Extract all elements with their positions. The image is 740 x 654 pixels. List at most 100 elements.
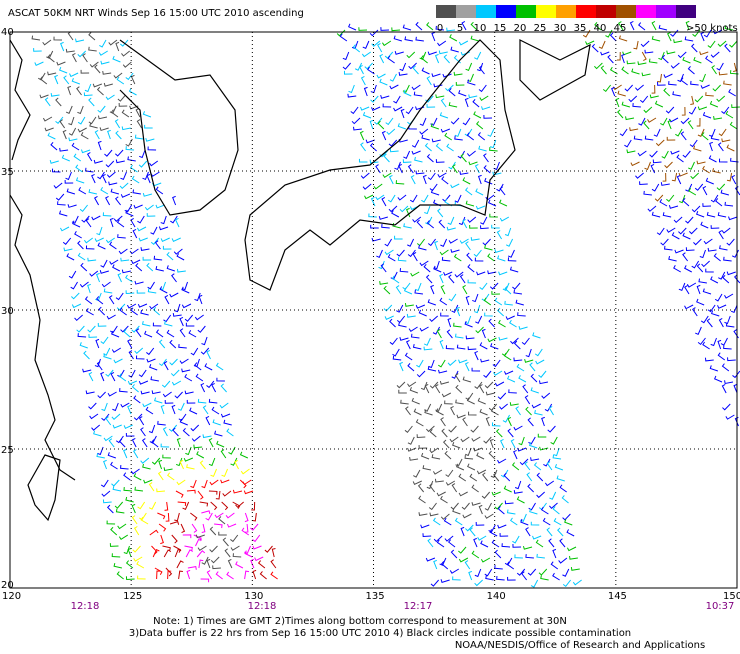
wind-barb bbox=[464, 560, 471, 570]
wind-barb bbox=[150, 226, 158, 235]
lat-label: 20 bbox=[1, 580, 14, 591]
wind-barb bbox=[513, 289, 523, 295]
wind-barb bbox=[151, 390, 161, 395]
wind-barb bbox=[557, 527, 564, 537]
wind-barb bbox=[411, 397, 420, 405]
wind-barb bbox=[435, 159, 445, 163]
wind-barb bbox=[700, 31, 705, 42]
wind-barb bbox=[68, 270, 77, 279]
wind-barb bbox=[458, 546, 467, 554]
wind-barb bbox=[49, 159, 59, 164]
wind-barb bbox=[690, 172, 699, 180]
wind-barb bbox=[125, 576, 135, 581]
wind-barb bbox=[101, 281, 111, 288]
wind-barb bbox=[664, 161, 673, 169]
wind-barb bbox=[641, 72, 651, 77]
wind-barb bbox=[728, 216, 738, 221]
wind-barb bbox=[405, 339, 411, 350]
wind-barb bbox=[449, 436, 459, 443]
wind-barb bbox=[383, 153, 390, 163]
wind-barb bbox=[348, 23, 357, 31]
wind-barb bbox=[544, 403, 553, 412]
wind-barb bbox=[477, 174, 482, 185]
wind-barb bbox=[379, 78, 388, 86]
wind-barb bbox=[518, 325, 528, 330]
wind-barb bbox=[661, 150, 669, 159]
wind-barb bbox=[561, 495, 569, 504]
wind-barb bbox=[533, 462, 542, 471]
wind-barb bbox=[71, 53, 77, 63]
wind-barb bbox=[169, 292, 179, 298]
wind-barb bbox=[437, 208, 444, 218]
wind-barb bbox=[694, 183, 704, 191]
wind-barb bbox=[131, 437, 137, 448]
wind-barb bbox=[696, 298, 705, 306]
wind-barb bbox=[538, 568, 548, 576]
wind-barb bbox=[158, 358, 167, 367]
wind-barb bbox=[440, 579, 450, 583]
wind-barb bbox=[142, 111, 152, 118]
wind-barb bbox=[387, 55, 395, 64]
wind-barb bbox=[476, 62, 484, 72]
wind-barb bbox=[101, 402, 108, 412]
wind-barb bbox=[424, 383, 430, 394]
wind-barb bbox=[702, 341, 710, 350]
wind-barb bbox=[42, 39, 52, 46]
wind-barb bbox=[499, 216, 510, 222]
wind-barb bbox=[694, 95, 704, 103]
wind-barb bbox=[494, 502, 503, 510]
wind-barb bbox=[391, 210, 400, 218]
wind-barb bbox=[411, 150, 421, 155]
wind-barb bbox=[184, 373, 193, 382]
wind-barb bbox=[80, 149, 91, 154]
wind-barb bbox=[377, 120, 385, 130]
wind-barb bbox=[653, 128, 661, 137]
wind-barb bbox=[132, 189, 141, 195]
wind-barb bbox=[569, 555, 578, 560]
wind-barb bbox=[701, 260, 710, 268]
wind-barb bbox=[110, 188, 120, 195]
wind-barb bbox=[535, 359, 545, 365]
lat-label: 25 bbox=[1, 445, 14, 456]
wind-barb bbox=[487, 270, 497, 275]
wind-barb bbox=[710, 51, 720, 58]
wind-barb bbox=[202, 434, 212, 439]
wind-barb bbox=[208, 490, 218, 495]
wind-barb bbox=[441, 256, 451, 262]
wind-barb bbox=[166, 265, 175, 272]
wind-barb bbox=[426, 76, 432, 86]
wind-barb bbox=[729, 40, 738, 48]
wind-barb bbox=[509, 402, 519, 406]
wind-barb bbox=[726, 144, 735, 152]
wind-barb bbox=[87, 325, 96, 333]
wind-barb bbox=[97, 171, 105, 180]
wind-barb bbox=[522, 545, 533, 550]
wind-barb bbox=[668, 255, 677, 262]
colorbar-cell bbox=[576, 5, 596, 18]
wind-barb bbox=[661, 54, 669, 64]
wind-barb bbox=[444, 535, 454, 542]
wind-barb bbox=[692, 307, 698, 317]
wind-barb bbox=[559, 484, 567, 493]
wind-barb bbox=[134, 280, 144, 285]
wind-barb bbox=[154, 240, 161, 250]
wind-barb bbox=[100, 186, 109, 195]
wind-barb bbox=[84, 296, 93, 305]
wind-barb bbox=[427, 299, 436, 306]
wind-barb bbox=[136, 561, 145, 569]
wind-barb bbox=[526, 472, 533, 482]
wind-barb bbox=[429, 512, 439, 517]
wind-barb bbox=[594, 22, 602, 31]
wind-barb bbox=[448, 425, 457, 433]
wind-barb bbox=[137, 215, 145, 224]
wind-barb bbox=[130, 218, 136, 228]
wind-barb bbox=[97, 242, 106, 250]
wind-barb bbox=[171, 404, 176, 415]
wind-barb bbox=[667, 31, 672, 42]
wind-barb bbox=[91, 173, 96, 184]
wind-barb bbox=[494, 249, 504, 254]
wind-barb bbox=[419, 128, 429, 135]
wind-barb bbox=[174, 548, 182, 558]
wind-barb bbox=[427, 238, 436, 247]
wind-barb bbox=[665, 106, 675, 114]
